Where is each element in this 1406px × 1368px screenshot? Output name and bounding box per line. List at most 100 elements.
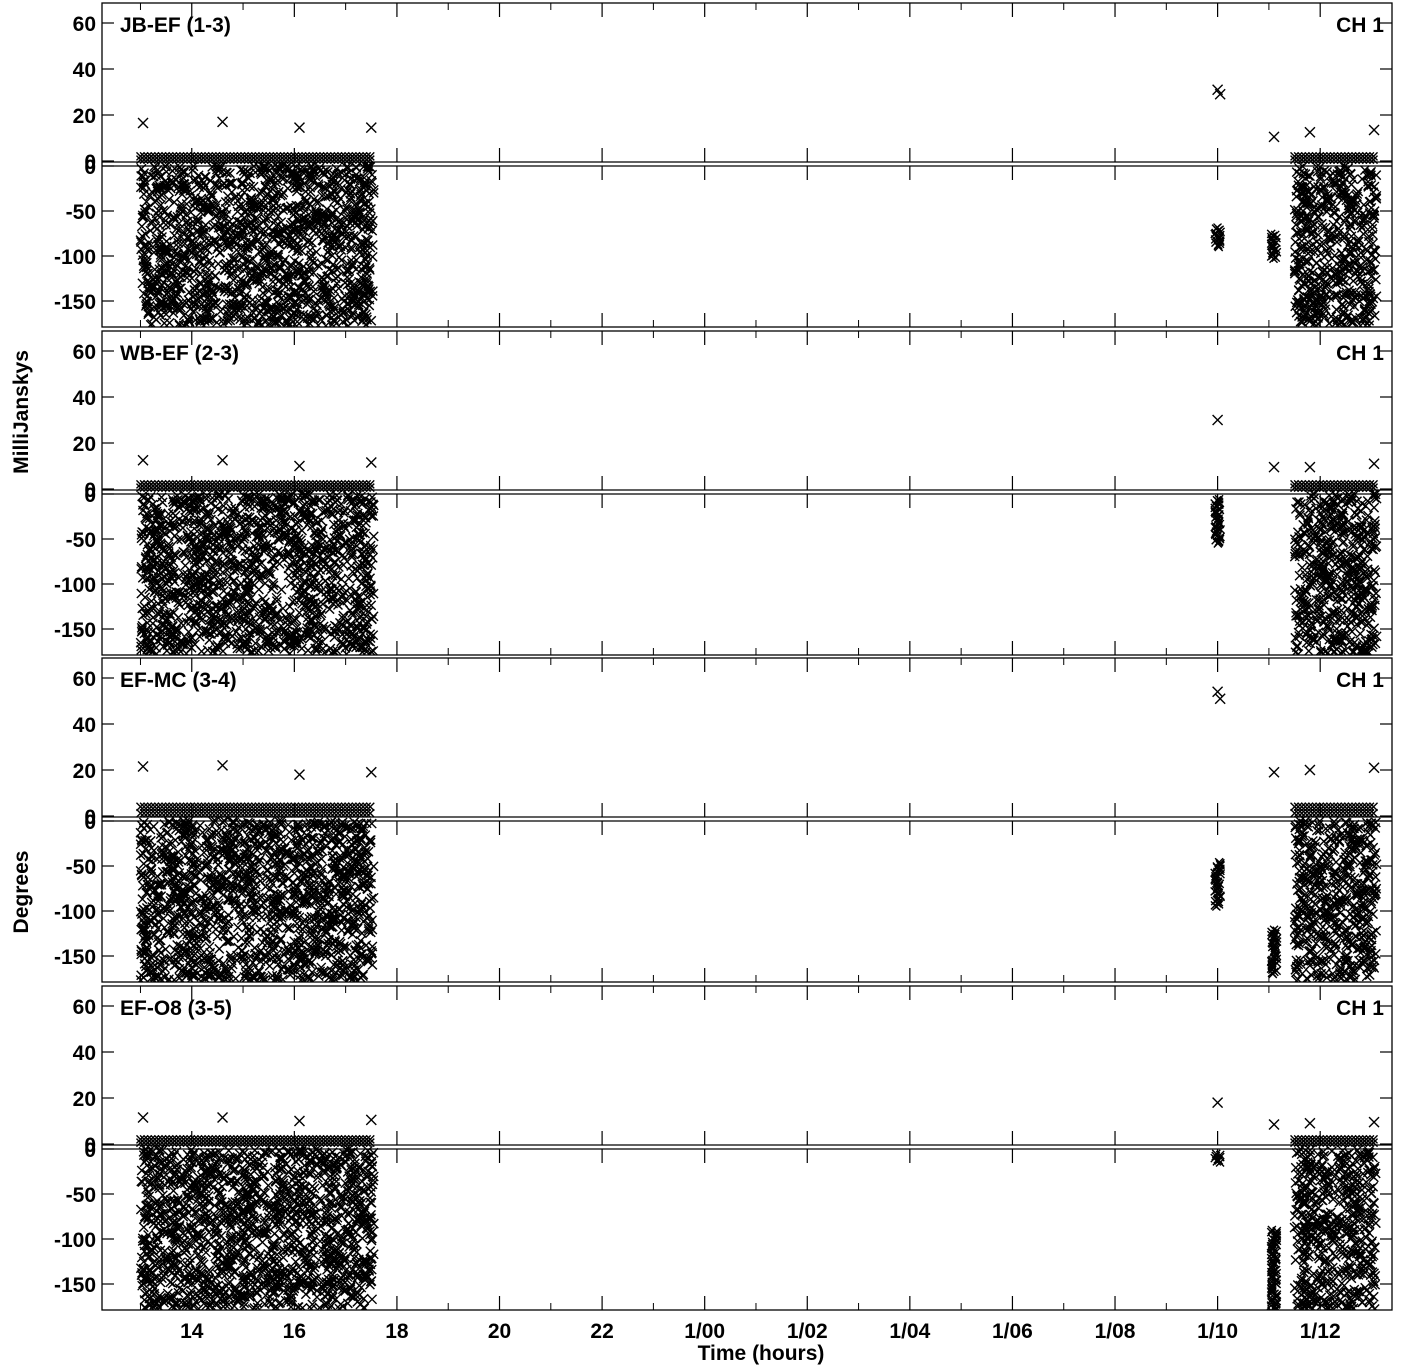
- phase-point: [275, 263, 286, 274]
- phase-point: [1309, 635, 1320, 646]
- phase-point: [335, 193, 346, 204]
- phase-point: [1367, 238, 1378, 249]
- phase-point: [241, 254, 252, 265]
- amp-point: [351, 802, 361, 812]
- phase-point: [148, 645, 159, 655]
- phase-point: [327, 648, 338, 655]
- phase-point: [145, 190, 156, 201]
- amp-point: [240, 802, 250, 812]
- phase-point: [1305, 246, 1316, 257]
- phase-point: [144, 306, 155, 317]
- phase-point: [155, 538, 166, 549]
- phase-point: [1314, 561, 1325, 572]
- phase-point: [291, 321, 302, 327]
- phase-point: [141, 261, 152, 272]
- phase-point: [219, 221, 230, 232]
- phase-point: [308, 225, 319, 236]
- phase-point: [255, 163, 266, 174]
- phase-point: [174, 599, 185, 610]
- amp-point: [1343, 808, 1353, 818]
- phase-point: [1306, 571, 1317, 582]
- amp-point: [229, 802, 239, 812]
- phase-point: [1291, 167, 1302, 178]
- phase-point: [165, 261, 176, 272]
- phase-point: [265, 206, 276, 217]
- phase-point: [1339, 319, 1350, 327]
- phase-point: [1303, 646, 1314, 655]
- phase-point: [330, 570, 341, 581]
- panel-frame: [101, 2, 1393, 328]
- amp-point: [186, 808, 196, 818]
- phase-point: [202, 645, 213, 655]
- phase-point: [1289, 585, 1300, 596]
- phase-point: [1340, 213, 1351, 224]
- phase-point: [231, 582, 242, 593]
- phase-point: [226, 299, 237, 310]
- phase-point: [188, 174, 199, 185]
- phase-point: [1300, 173, 1311, 184]
- phase-point: [1356, 276, 1367, 287]
- amp-point: [229, 808, 239, 818]
- phase-point: [152, 193, 163, 204]
- phase-point: [275, 301, 286, 312]
- phase-point: [351, 162, 361, 173]
- phase-point: [324, 604, 335, 615]
- phase-point: [1333, 231, 1344, 242]
- phase-point: [1326, 537, 1337, 548]
- phase-point: [161, 636, 172, 647]
- phase-point: [171, 291, 182, 302]
- amp-point: [358, 802, 368, 812]
- phase-point: [184, 582, 195, 593]
- phase-point: [302, 169, 313, 180]
- phase-point: [346, 186, 357, 197]
- phase-point: [1338, 172, 1349, 183]
- phase-point: [182, 518, 193, 529]
- phase-point: [1324, 318, 1335, 327]
- phase-point: [320, 320, 331, 327]
- phase-point: [1370, 567, 1381, 578]
- phase-point: [1326, 551, 1337, 561]
- phase-point: [272, 526, 283, 537]
- phase-point: [356, 299, 367, 310]
- phase-point: [254, 559, 265, 570]
- amp-point: [304, 808, 314, 818]
- phase-point: [304, 318, 315, 327]
- phase-point: [144, 202, 155, 213]
- amp-point: [1354, 802, 1364, 812]
- phase-point: [217, 557, 228, 568]
- phase-point: [357, 642, 368, 653]
- phase-point: [1302, 292, 1313, 303]
- phase-point: [227, 178, 238, 189]
- phase-point: [304, 261, 315, 272]
- phase-point: [317, 598, 328, 609]
- amp-point: [243, 808, 253, 818]
- phase-point: [225, 178, 236, 189]
- phase-point: [291, 186, 302, 197]
- phase-point: [140, 207, 151, 218]
- phase-point: [183, 600, 194, 611]
- phase-point: [363, 496, 374, 507]
- phase-point: [336, 244, 347, 255]
- amp-point: [161, 808, 171, 818]
- phase-point: [1302, 517, 1313, 528]
- phase-point: [157, 252, 168, 263]
- amp-point: [365, 802, 375, 812]
- amp-point: [157, 808, 167, 818]
- phase-point: [202, 532, 213, 543]
- amp-point: [311, 802, 321, 812]
- phase-point: [1340, 645, 1351, 655]
- phase-point: [154, 212, 165, 223]
- phase-point: [216, 580, 227, 591]
- phase-point: [315, 528, 326, 539]
- phase-point: [1326, 234, 1337, 245]
- y-tick-label-upper: 20: [73, 105, 96, 128]
- phase-point: [1324, 625, 1335, 636]
- phase-point: [1290, 219, 1301, 230]
- phase-point: [156, 227, 167, 238]
- phase-point: [157, 586, 168, 597]
- phase-point: [220, 203, 231, 214]
- amp-point: [1333, 802, 1343, 812]
- phase-point: [144, 281, 154, 292]
- phase-point: [244, 202, 255, 213]
- phase-point: [240, 565, 251, 576]
